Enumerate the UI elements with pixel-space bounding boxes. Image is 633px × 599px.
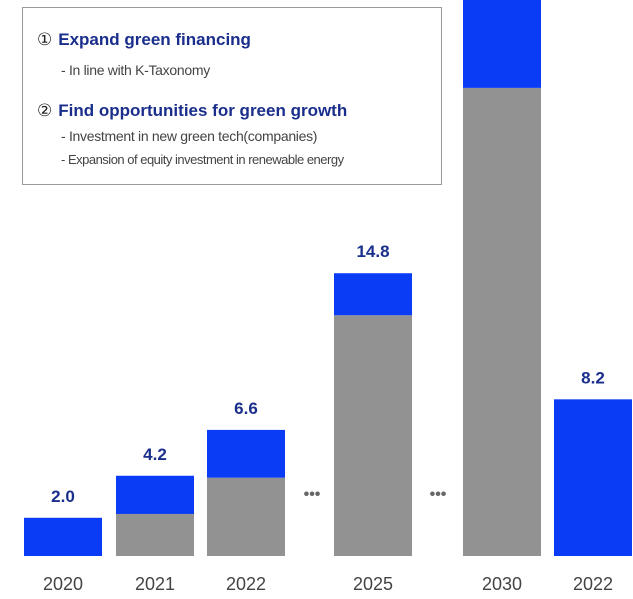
gap-marker-2: ••• <box>430 486 447 503</box>
data-label-2020: 2.0 <box>51 487 75 506</box>
x-tick-label: 2025 <box>353 574 393 594</box>
callout-item-1-detail-1: - In line with K-Taxonomy <box>61 62 210 78</box>
callout-item-1-number: ① <box>37 30 53 49</box>
x-tick-label: 2021 <box>135 574 175 594</box>
callout-box: ① Expand green financing - In line with K… <box>22 7 442 185</box>
bar-2022-segment-2 <box>554 399 632 556</box>
data-label-2021: 4.2 <box>143 445 167 464</box>
callout-item-2-title-text: Find opportunities for green growth <box>58 101 348 120</box>
bar-2022-segment-2 <box>207 429 285 478</box>
data-label-2022: 8.2 <box>581 368 605 387</box>
x-tick-label: 2022 <box>226 574 266 594</box>
gap-marker-1: ••• <box>304 486 321 503</box>
bar-2025-segment-1 <box>334 315 412 556</box>
x-tick-label: 2020 <box>43 574 83 594</box>
bar-2021-segment-2 <box>116 475 194 514</box>
x-tick-label: 2022 <box>573 574 613 594</box>
callout-item-2-detail-2: - Expansion of equity investment in rene… <box>61 152 344 167</box>
callout-item-2-title: ② Find opportunities for green growth <box>37 101 347 121</box>
callout-item-2-detail-1: - Investment in new green tech(companies… <box>61 128 318 144</box>
bar-2021-segment-1 <box>116 513 194 556</box>
data-label-2022: 6.6 <box>234 399 258 418</box>
x-tick-label: 2030 <box>482 574 522 594</box>
callout-item-2-number: ② <box>37 101 53 120</box>
bar-2025-segment-2 <box>334 273 412 316</box>
bar-2020-segment-2 <box>24 517 102 556</box>
callout-item-1-title: ① Expand green financing <box>37 30 251 50</box>
bar-2030-segment-2 <box>463 0 541 88</box>
data-label-2025: 14.8 <box>356 242 389 261</box>
bar-2030-segment-1 <box>463 87 541 556</box>
callout-item-1-title-text: Expand green financing <box>58 30 251 49</box>
bar-2022-segment-1 <box>207 477 285 556</box>
